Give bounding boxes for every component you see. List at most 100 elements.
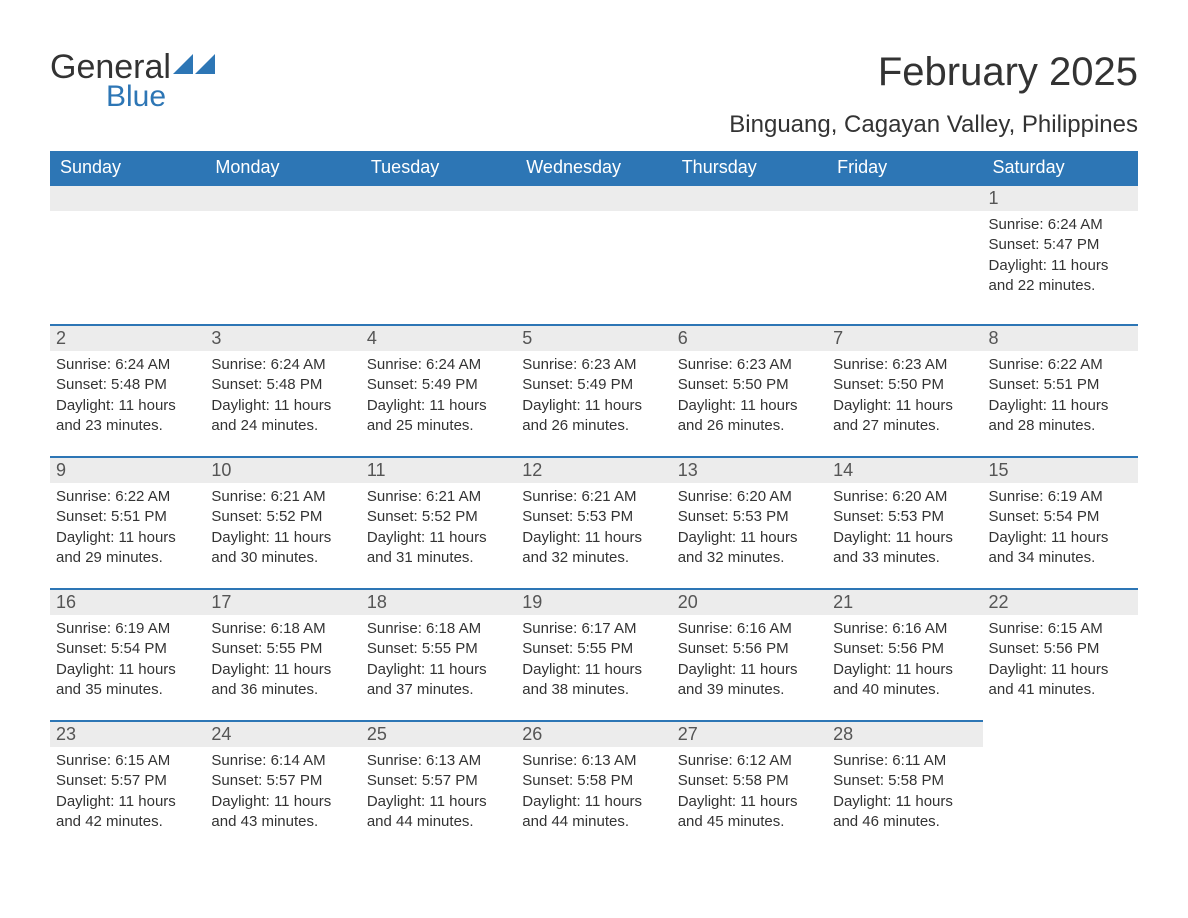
location-subtitle: Binguang, Cagayan Valley, Philippines [729,111,1138,139]
calendar-day-cell: 3Sunrise: 6:24 AMSunset: 5:48 PMDaylight… [205,324,360,456]
sunrise-text: Sunrise: 6:15 AM [989,619,1132,639]
day-number-bar: 12 [516,456,671,483]
day-body: Sunrise: 6:21 AMSunset: 5:53 PMDaylight:… [516,483,671,574]
day-number-bar: 28 [827,720,982,747]
calendar-day-cell: 7Sunrise: 6:23 AMSunset: 5:50 PMDaylight… [827,324,982,456]
calendar-body: 1Sunrise: 6:24 AMSunset: 5:47 PMDaylight… [50,184,1138,852]
calendar-day-cell [205,184,360,324]
day-number-bar [50,184,205,211]
day-number-bar: 24 [205,720,360,747]
calendar-day-cell: 24Sunrise: 6:14 AMSunset: 5:57 PMDayligh… [205,720,360,852]
day-body: Sunrise: 6:23 AMSunset: 5:50 PMDaylight:… [827,351,982,442]
sunset-text: Sunset: 5:48 PM [56,375,199,395]
sunset-text: Sunset: 5:53 PM [522,507,665,527]
day-number-bar [205,184,360,211]
sunset-text: Sunset: 5:58 PM [833,771,976,791]
daylight-text: Daylight: 11 hours and 22 minutes. [989,256,1132,297]
daylight-text: Daylight: 11 hours and 36 minutes. [211,660,354,701]
calendar-day-cell: 14Sunrise: 6:20 AMSunset: 5:53 PMDayligh… [827,456,982,588]
day-body: Sunrise: 6:18 AMSunset: 5:55 PMDaylight:… [205,615,360,706]
sunset-text: Sunset: 5:47 PM [989,235,1132,255]
day-number-bar: 15 [983,456,1138,483]
day-body: Sunrise: 6:13 AMSunset: 5:58 PMDaylight:… [516,747,671,838]
sunrise-text: Sunrise: 6:16 AM [833,619,976,639]
sunrise-text: Sunrise: 6:12 AM [678,751,821,771]
sunrise-text: Sunrise: 6:24 AM [367,355,510,375]
calendar-day-cell: 21Sunrise: 6:16 AMSunset: 5:56 PMDayligh… [827,588,982,720]
sunrise-text: Sunrise: 6:23 AM [522,355,665,375]
day-body: Sunrise: 6:15 AMSunset: 5:56 PMDaylight:… [983,615,1138,706]
calendar-day-cell: 9 Sunrise: 6:22 AMSunset: 5:51 PMDaylight… [50,456,205,588]
daylight-text: Daylight: 11 hours and 23 minutes. [56,396,199,437]
day-number-bar: 23 [50,720,205,747]
sunrise-text: Sunrise: 6:13 AM [367,751,510,771]
sunset-text: Sunset: 5:58 PM [522,771,665,791]
day-body: Sunrise: 6:21 AMSunset: 5:52 PMDaylight:… [361,483,516,574]
day-number-bar: 4 [361,324,516,351]
sunrise-text: Sunrise: 6:18 AM [367,619,510,639]
sunrise-text: Sunrise: 6:24 AM [211,355,354,375]
day-number-bar: 26 [516,720,671,747]
calendar-day-cell [827,184,982,324]
logo-word-general: General [50,50,171,84]
calendar-day-cell: 13Sunrise: 6:20 AMSunset: 5:53 PMDayligh… [672,456,827,588]
day-number-bar: 19 [516,588,671,615]
day-number-bar [672,184,827,211]
sunset-text: Sunset: 5:50 PM [833,375,976,395]
daylight-text: Daylight: 11 hours and 27 minutes. [833,396,976,437]
sunset-text: Sunset: 5:57 PM [367,771,510,791]
calendar-day-cell: 23Sunrise: 6:15 AMSunset: 5:57 PMDayligh… [50,720,205,852]
calendar-day-cell: 4Sunrise: 6:24 AMSunset: 5:49 PMDaylight… [361,324,516,456]
day-body: Sunrise: 6:15 AMSunset: 5:57 PMDaylight:… [50,747,205,838]
daylight-text: Daylight: 11 hours and 26 minutes. [678,396,821,437]
sunrise-text: Sunrise: 6:21 AM [522,487,665,507]
day-number-bar: 9 [50,456,205,483]
daylight-text: Daylight: 11 hours and 42 minutes. [56,792,199,833]
sunrise-text: Sunrise: 6:19 AM [989,487,1132,507]
daylight-text: Daylight: 11 hours and 46 minutes. [833,792,976,833]
day-body: Sunrise: 6:24 AMSunset: 5:48 PMDaylight:… [50,351,205,442]
calendar-week-row: 1Sunrise: 6:24 AMSunset: 5:47 PMDaylight… [50,184,1138,324]
sunrise-text: Sunrise: 6:16 AM [678,619,821,639]
sunset-text: Sunset: 5:58 PM [678,771,821,791]
sunset-text: Sunset: 5:53 PM [833,507,976,527]
calendar-day-cell: 27Sunrise: 6:12 AMSunset: 5:58 PMDayligh… [672,720,827,852]
sunrise-text: Sunrise: 6:18 AM [211,619,354,639]
day-body: Sunrise: 6:14 AMSunset: 5:57 PMDaylight:… [205,747,360,838]
sunrise-text: Sunrise: 6:22 AM [56,487,199,507]
day-body: Sunrise: 6:24 AMSunset: 5:47 PMDaylight:… [983,211,1138,302]
daylight-text: Daylight: 11 hours and 44 minutes. [522,792,665,833]
sunset-text: Sunset: 5:55 PM [211,639,354,659]
daylight-text: Daylight: 11 hours and 29 minutes. [56,528,199,569]
month-title: February 2025 [729,50,1138,95]
day-body [827,211,982,291]
sunset-text: Sunset: 5:52 PM [367,507,510,527]
daylight-text: Daylight: 11 hours and 40 minutes. [833,660,976,701]
calendar-day-cell: 8Sunrise: 6:22 AMSunset: 5:51 PMDaylight… [983,324,1138,456]
sunrise-text: Sunrise: 6:21 AM [211,487,354,507]
calendar-day-cell [50,184,205,324]
sunset-text: Sunset: 5:51 PM [56,507,199,527]
calendar-day-cell: 28Sunrise: 6:11 AMSunset: 5:58 PMDayligh… [827,720,982,852]
daylight-text: Daylight: 11 hours and 34 minutes. [989,528,1132,569]
day-body: Sunrise: 6:19 AMSunset: 5:54 PMDaylight:… [50,615,205,706]
day-body [50,211,205,291]
day-number-bar: 6 [672,324,827,351]
day-number-bar: 7 [827,324,982,351]
sunrise-text: Sunrise: 6:19 AM [56,619,199,639]
sunrise-text: Sunrise: 6:20 AM [678,487,821,507]
day-number-bar: 27 [672,720,827,747]
calendar-week-row: 2Sunrise: 6:24 AMSunset: 5:48 PMDaylight… [50,324,1138,456]
sunrise-text: Sunrise: 6:17 AM [522,619,665,639]
calendar-week-row: 23Sunrise: 6:15 AMSunset: 5:57 PMDayligh… [50,720,1138,852]
day-number-bar: 25 [361,720,516,747]
calendar-day-cell: 5Sunrise: 6:23 AMSunset: 5:49 PMDaylight… [516,324,671,456]
sunset-text: Sunset: 5:56 PM [833,639,976,659]
daylight-text: Daylight: 11 hours and 43 minutes. [211,792,354,833]
sunset-text: Sunset: 5:57 PM [56,771,199,791]
daylight-text: Daylight: 11 hours and 31 minutes. [367,528,510,569]
day-body: Sunrise: 6:20 AMSunset: 5:53 PMDaylight:… [672,483,827,574]
calendar-day-cell: 15Sunrise: 6:19 AMSunset: 5:54 PMDayligh… [983,456,1138,588]
daylight-text: Daylight: 11 hours and 44 minutes. [367,792,510,833]
calendar-day-cell: 2Sunrise: 6:24 AMSunset: 5:48 PMDaylight… [50,324,205,456]
